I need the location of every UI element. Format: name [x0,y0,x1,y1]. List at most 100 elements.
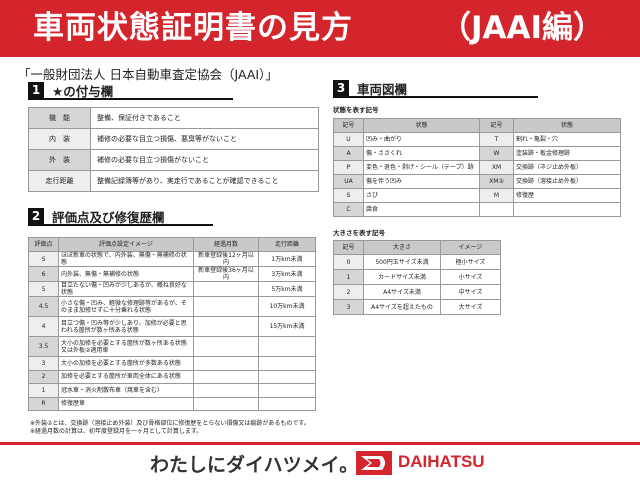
table-row: 内 装補修の必要な目立つ損傷、悪臭等がないこと [28,128,319,150]
table-cell: 凹み・曲がり [363,132,480,147]
column-header: 記号 [479,118,514,133]
table-cell [479,202,514,217]
table-cell: 交換跡（溶接止め外板） [513,174,621,189]
table-row: P 変色・退色・剥げ・シール（テープ）跡 XM 交換跡（ネジ止め外板） [333,160,621,175]
table-row: 2 A4サイズ未満 中サイズ [333,284,501,300]
row-label: 走行距離 [28,170,91,192]
table-cell [193,356,259,371]
table-cell: 交換跡（ネジ止め外板） [513,160,621,175]
subtitle: 「一般財団法人 日本自動車査定協会（JAAI）」 [18,67,278,82]
table-cell [258,356,316,371]
size-symbol-table: 記号 大きさ イメージ 0 500円玉サイズ未満 極小サイズ 1 カードサイズ未満 小サイズ 2 A… [333,240,501,315]
table-cell: 4.5 [28,296,59,317]
table-cell: 2 [333,284,364,300]
table-cell: 加修を必要とする箇所が車両全体にある状態 [58,369,194,384]
column-header: 状態 [513,118,621,133]
column-header: 経過月数 [193,237,259,252]
table-row: U 凹み・曲がり T 割れ・亀裂・穴 [333,132,621,147]
score-table: 評価点 評価点設定イメージ 経過月数 走行距離 S ほぼ新車の状態で、内外装、無傷・無補修… [28,237,316,411]
table-cell [193,296,259,317]
table-cell: 5 [28,281,59,297]
page-title: 車両状態証明書の見方 [33,10,353,46]
table-cell [258,383,316,398]
table-cell [258,369,316,384]
table-row: 0 500円玉サイズ未満 極小サイズ [333,254,501,270]
row-value: 補修の必要な目立つ損傷がないこと [90,149,319,171]
table-cell: 冠水車・消火剤散布車（焼車を含む） [58,383,194,398]
table-cell: 内外装、無傷・無補修の状態 [58,266,194,282]
table-cell: 4 [28,316,59,337]
page-title-suffix: （JAAI編） [440,10,605,46]
notes: ※外装②とは、交換跡（溶接止め外装）及び骨格部位に修復歴をとらない損傷又は痕跡が… [30,420,310,436]
table-cell: 中サイズ [440,284,501,300]
table-cell: M [479,188,514,203]
section-title: 車両図欄 [357,81,408,97]
row-value: 整備、保証付きであること [90,107,319,129]
table-row: 4 目立つ傷・凹み等が少しあり、加修が必要と思われる箇所が数ヶ所ある状態 15万km… [28,316,316,337]
table-cell: 腐食 [363,202,480,217]
column-header: 記号 [333,118,364,133]
table-cell: 1 [28,383,59,398]
table-cell: 5万km未満 [258,281,316,297]
table-cell: S [333,188,364,203]
state-caption: 状態を表す記号 [333,106,379,114]
column-header: 評価点設定イメージ [58,237,194,252]
table-row: S ほぼ新車の状態で、内外装、無傷・無補修の状態 新車登録後12ヶ月以内 1万km未満 [28,251,316,267]
table-cell: 2 [28,369,59,384]
table-row: 3 大小の加修を必要とする箇所が多数ある状態 [28,356,316,371]
table-cell: 大小の加修を必要とする箇所が多数ある状態 [58,356,194,371]
section-title: 評価点及び修復歴欄 [52,209,165,225]
column-header: 走行距離 [258,237,316,252]
table-cell: R [28,396,59,411]
table-row: 6 内外装、無傷・無補修の状態 新車登録後36ヶ月以内 3万km未満 [28,266,316,282]
table-cell [258,396,316,411]
column-header: 状態 [363,118,480,133]
table-cell [513,202,621,217]
table-row: A 傷・ささくれ W 塗装跡・板金修理跡 [333,146,621,161]
brand-name: DAIHATSU [398,452,485,471]
table-cell: 変色・退色・剥げ・シール（テープ）跡 [363,160,480,175]
table-cell: A4サイズ未満 [363,284,441,300]
table-row: 外 装補修の必要な目立つ損傷がないこと [28,149,319,171]
daihatsu-logo-icon [356,451,392,475]
section-number: 1 [28,82,44,98]
table-cell [193,316,259,337]
table-row: 機 能整備、保証付きであること [28,107,319,129]
table-cell: 塗装跡・板金修理跡 [513,146,621,161]
column-header: 評価点 [28,237,59,252]
table-cell [193,369,259,384]
section-number: 3 [333,80,349,96]
table-cell: 新車登録後36ヶ月以内 [193,266,259,282]
table-row: C 腐食 [333,202,621,217]
table-cell: カードサイズ未満 [363,269,441,285]
table-cell: UA [333,174,364,189]
section1-heading: 1 ★の付与欄 [28,82,233,100]
table-cell [193,336,259,357]
table-cell: A [333,146,364,161]
table-cell: 1万km未満 [258,251,316,267]
star-table: 機 能整備、保証付きであること内 装補修の必要な目立つ損傷、悪臭等がないこと外 … [28,107,319,192]
table-cell: T [479,132,514,147]
table-cell [258,336,316,357]
table-cell: 3.5 [28,336,59,357]
table-row: 5 目立たない傷・凹みが少しあるが、概ね良好な状態 5万km未満 [28,281,316,297]
column-header: 記号 [333,240,364,255]
slogan-logo: わたしにダイハツメイ。 [150,454,359,476]
title-banner: 車両状態証明書の見方 （JAAI編） [0,0,640,57]
row-label: 機 能 [28,107,91,129]
table-cell: 傷・ささくれ [363,146,480,161]
table-cell: 小さな傷・凹み、軽微な修理跡等があるが、そのまま加修せずに十分乗れる状態 [58,296,194,317]
table-row: 1 カードサイズ未満 小サイズ [333,269,501,285]
table-cell: さび [363,188,480,203]
section3-heading: 3 車両図欄 [333,80,538,98]
table-cell: 目立たない傷・凹みが少しあるが、概ね良好な状態 [58,281,194,297]
table-cell: 6 [28,266,59,282]
section-title: ★の付与欄 [52,83,114,99]
table-cell: 15万km未満 [258,316,316,337]
table-row: 1 冠水車・消火剤散布車（焼車を含む） [28,383,316,398]
table-cell: 傷を伴う凹み [363,174,480,189]
note: ※外装②とは、交換跡（溶接止め外装）及び骨格部位に修復歴をとらない損傷又は痕跡が… [30,420,310,427]
table-cell: 小サイズ [440,269,501,285]
size-caption: 大きさを表す記号 [333,229,385,237]
row-value: 整備記録簿等があり、実走行であることが確認できること [90,170,319,192]
